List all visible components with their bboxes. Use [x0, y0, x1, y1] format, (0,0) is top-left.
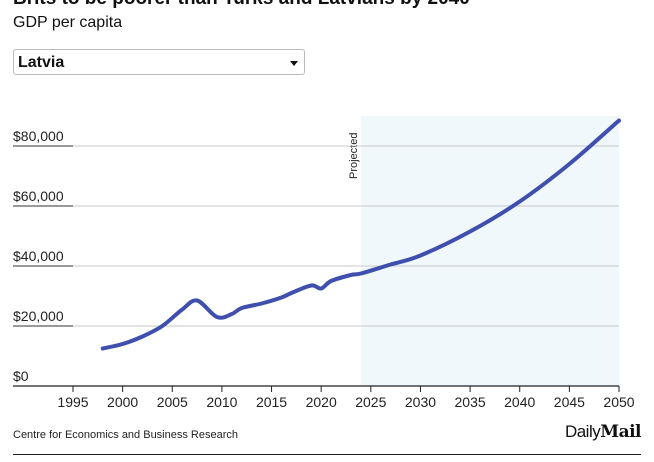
chart-subtitle: GDP per capita: [13, 14, 123, 31]
chart-title: Brits to be poorer than Turks and Latvia…: [13, 0, 470, 10]
x-tick-label: 2010: [206, 394, 237, 410]
projected-label: Projected: [348, 133, 360, 179]
x-tick-label: 1995: [57, 394, 88, 410]
x-tick-label: 2035: [455, 394, 486, 410]
x-tick-label: 2040: [504, 394, 535, 410]
daily-mail-logo: DailyMail: [564, 422, 642, 442]
country-select[interactable]: Latvia: [13, 49, 305, 75]
series-line-latvia: [100, 118, 621, 351]
y-tick-label: $0: [13, 368, 29, 384]
x-tick-label: 2045: [554, 394, 585, 410]
y-tick-label: $40,000: [13, 248, 64, 264]
country-select-value: Latvia: [18, 54, 65, 71]
y-tick-label: $80,000: [13, 128, 64, 144]
x-tick-label: 2000: [107, 394, 138, 410]
source-note: Centre for Economics and Business Resear…: [13, 429, 238, 441]
x-tick-label: 2020: [306, 394, 337, 410]
y-tick-label: $60,000: [13, 188, 64, 204]
x-tick-label: 2050: [603, 394, 634, 410]
x-tick-label: 2030: [405, 394, 436, 410]
chevron-down-icon: [290, 61, 298, 66]
y-tick-label: $20,000: [13, 308, 64, 324]
footer-rule: [13, 454, 641, 455]
x-tick-label: 2005: [157, 394, 188, 410]
x-tick-label: 2025: [355, 394, 386, 410]
x-tick-label: 2015: [256, 394, 287, 410]
